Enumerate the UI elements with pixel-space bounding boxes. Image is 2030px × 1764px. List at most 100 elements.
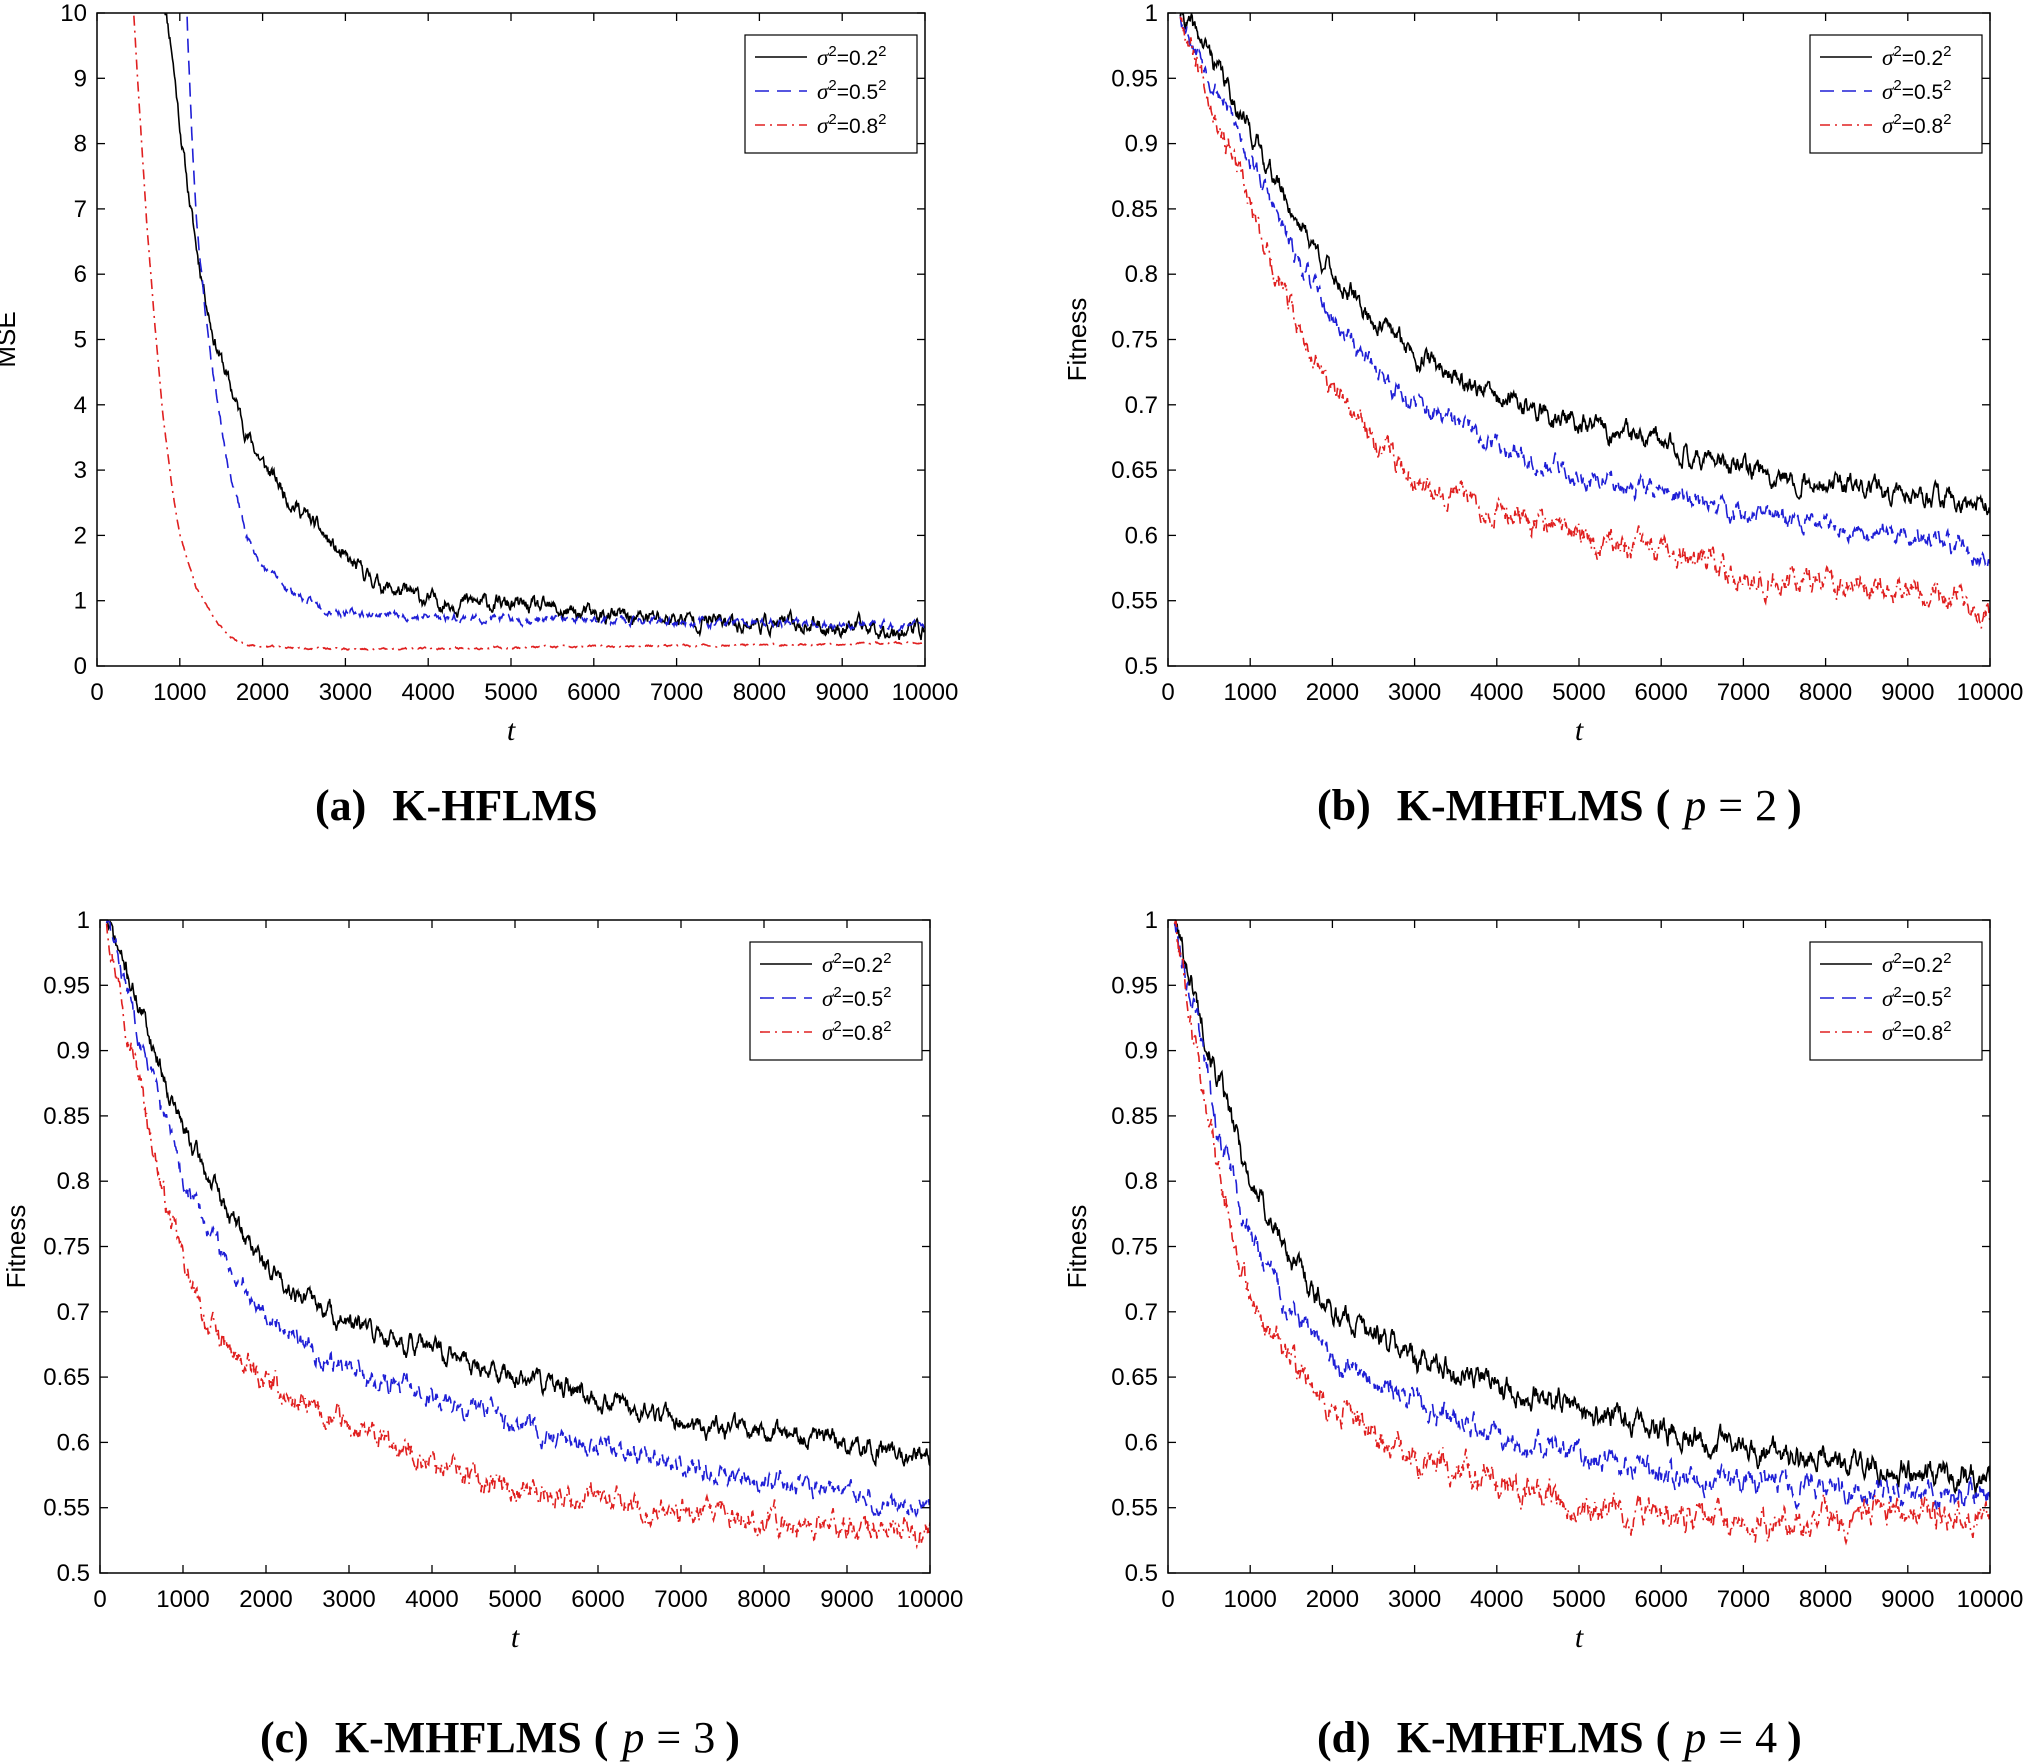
x-tick-label: 8000: [737, 1586, 790, 1613]
x-tick-label: 1000: [1224, 679, 1277, 706]
legend-sup: 2: [1893, 43, 1901, 60]
y-axis-label: Fitness: [1062, 298, 1092, 382]
x-tick-label: 10000: [897, 1586, 964, 1613]
x-tick-label: 10000: [1957, 679, 2024, 706]
y-tick-label: 0.75: [43, 1234, 90, 1261]
caption-p-var: p: [619, 1713, 644, 1762]
legend-value-sup: 2: [878, 111, 886, 128]
series-line-1: [1173, 920, 1990, 1496]
series-line-3: [1173, 920, 1990, 1546]
caption-label: (a): [315, 781, 366, 830]
x-tick-label: 6000: [567, 679, 620, 706]
legend-box: [1809, 941, 1983, 1061]
y-tick-label: 0.5: [1125, 653, 1158, 680]
x-tick-label: 9000: [1881, 679, 1934, 706]
caption-open-paren: (: [1656, 781, 1671, 830]
subplot-c: 0 1000 2000 3000 4000 5000 6000 7000 8000 9000 100…: [1, 907, 963, 1762]
series-lines: [132, 13, 925, 651]
y-tick-label: 0.9: [1125, 131, 1158, 158]
x-axis-label: t: [507, 714, 516, 747]
legend-eq: =: [837, 47, 849, 70]
legend-box: [1809, 34, 1983, 154]
y-tick-label: 0.8: [1125, 261, 1158, 288]
legend-sup: 2: [833, 1018, 841, 1035]
x-tick-label: 1000: [153, 679, 206, 706]
y-tick-label: 0.55: [1111, 1495, 1158, 1522]
legend-sigma: σ: [1882, 79, 1895, 104]
series-line-2: [1179, 16, 1990, 569]
caption-label: (b): [1317, 781, 1371, 830]
y-tick-label: 0.65: [1111, 457, 1158, 484]
legend-eq: =: [1902, 115, 1914, 138]
legend-value: 0.8: [1914, 115, 1943, 138]
y-tick-label: 0.9: [57, 1038, 90, 1065]
series-line-1: [164, 13, 925, 641]
x-axis-label: t: [511, 1621, 520, 1654]
legend-label: σ2=0.22: [817, 43, 887, 70]
y-tick-label: 0.7: [1125, 392, 1158, 419]
x-tick-label: 6000: [571, 1586, 624, 1613]
x-tick-label: 0: [90, 679, 103, 706]
y-tick-label: 0.75: [1111, 327, 1158, 354]
caption-open-paren: (: [594, 1713, 609, 1762]
legend-value-sup: 2: [883, 1018, 891, 1035]
caption-label: (c): [260, 1713, 309, 1762]
x-tick-label: 5000: [1552, 679, 1605, 706]
legend-label: σ2=0.82: [822, 1018, 892, 1045]
legend-value: 0.8: [1914, 1022, 1943, 1045]
y-tick-label: 10: [60, 0, 87, 27]
legend-value: 0.2: [1914, 47, 1943, 70]
x-axis-label: t: [1575, 1621, 1584, 1654]
x-tick-label: 0: [1161, 679, 1174, 706]
x-tick-label: 8000: [1799, 1586, 1852, 1613]
caption-close-paren: ): [725, 1713, 740, 1762]
legend-eq: =: [837, 81, 849, 104]
y-tick-label: 0.8: [1125, 1168, 1158, 1195]
y-tick-label: 6: [74, 261, 87, 288]
y-tick-label: 0: [74, 653, 87, 680]
legend-label: σ2=0.52: [822, 984, 892, 1011]
y-tick-label: 0.5: [57, 1560, 90, 1587]
y-tick-label: 0.65: [43, 1364, 90, 1391]
y-tick-label: 9: [74, 65, 87, 92]
x-tick-label: 4000: [1470, 679, 1523, 706]
x-tick-label: 5000: [484, 679, 537, 706]
legend-sigma: σ: [817, 79, 830, 104]
x-tick-label: 2000: [1306, 679, 1359, 706]
subplot-caption: (d) K-MHFLMS(p = 4): [1317, 1713, 1802, 1762]
legend-sup: 2: [1893, 984, 1901, 1001]
caption-p-value: 3: [693, 1713, 715, 1762]
legend-sup: 2: [828, 43, 836, 60]
x-tick-label: 3000: [1388, 679, 1441, 706]
y-tick-label: 0.55: [1111, 588, 1158, 615]
legend-value: 0.5: [1914, 988, 1943, 1011]
y-tick-label: 1: [74, 588, 87, 615]
y-axis-label: Fitness: [1, 1205, 31, 1289]
legend-box: [749, 941, 923, 1061]
x-tick-label: 5000: [488, 1586, 541, 1613]
y-tick-label: 0.8: [57, 1168, 90, 1195]
legend-sigma: σ: [1882, 952, 1895, 977]
legend-sup: 2: [1893, 111, 1901, 128]
legend-value: 0.2: [854, 954, 883, 977]
x-tick-label: 2000: [1306, 1586, 1359, 1613]
y-tick-label: 0.55: [43, 1495, 90, 1522]
caption-p-var: p: [1681, 781, 1706, 830]
x-tick-label: 4000: [1470, 1586, 1523, 1613]
legend-label: σ2=0.82: [1882, 111, 1952, 138]
x-tick-label: 10000: [1957, 1586, 2024, 1613]
x-tick-label: 9000: [816, 679, 869, 706]
x-tick-label: 3000: [1388, 1586, 1441, 1613]
legend-label: σ2=0.52: [1882, 77, 1952, 104]
y-tick-label: 0.85: [1111, 196, 1158, 223]
legend-eq: =: [842, 954, 854, 977]
y-tick-label: 0.7: [1125, 1299, 1158, 1326]
x-tick-label: 9000: [1881, 1586, 1934, 1613]
series-lines: [1173, 920, 1990, 1546]
series-lines: [105, 920, 930, 1550]
x-tick-label: 9000: [820, 1586, 873, 1613]
x-tick-label: 1000: [1224, 1586, 1277, 1613]
legend-sup: 2: [833, 984, 841, 1001]
subplot-a: 0 1000 2000 3000 4000 5000 6000 7000 8000 9000 100…: [0, 0, 958, 830]
